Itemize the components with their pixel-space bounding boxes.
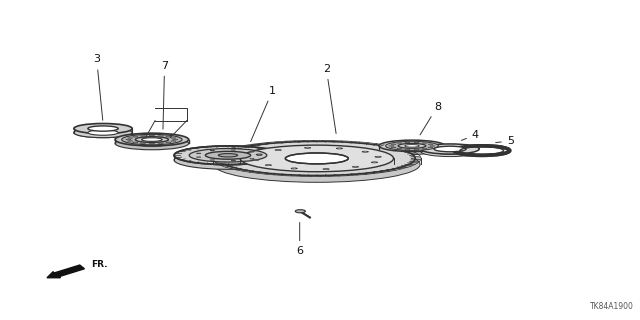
Text: 8: 8 xyxy=(420,101,441,135)
Ellipse shape xyxy=(231,149,236,150)
Text: 2: 2 xyxy=(323,64,336,133)
Ellipse shape xyxy=(88,126,118,131)
Ellipse shape xyxy=(231,160,236,161)
Ellipse shape xyxy=(434,149,466,154)
Text: 4: 4 xyxy=(461,130,479,140)
Ellipse shape xyxy=(140,135,145,136)
Ellipse shape xyxy=(414,142,419,143)
Ellipse shape xyxy=(166,136,171,137)
Ellipse shape xyxy=(430,145,435,146)
Ellipse shape xyxy=(405,142,410,143)
Ellipse shape xyxy=(126,139,131,140)
Ellipse shape xyxy=(305,147,310,148)
Ellipse shape xyxy=(454,146,509,156)
Ellipse shape xyxy=(362,151,369,152)
Ellipse shape xyxy=(132,136,138,137)
Ellipse shape xyxy=(135,137,168,142)
Text: 3: 3 xyxy=(93,54,103,120)
Ellipse shape xyxy=(397,148,402,149)
Ellipse shape xyxy=(428,144,433,145)
Ellipse shape xyxy=(250,158,254,159)
Ellipse shape xyxy=(421,147,479,156)
Ellipse shape xyxy=(391,144,396,145)
Ellipse shape xyxy=(174,151,282,169)
Ellipse shape xyxy=(210,150,214,151)
Ellipse shape xyxy=(404,145,419,147)
Ellipse shape xyxy=(132,142,138,143)
Ellipse shape xyxy=(371,162,378,163)
Text: 5: 5 xyxy=(496,136,514,146)
Ellipse shape xyxy=(250,151,254,152)
Text: FR.: FR. xyxy=(92,260,108,269)
Ellipse shape xyxy=(265,164,271,166)
Ellipse shape xyxy=(158,143,163,144)
Ellipse shape xyxy=(391,147,396,148)
Ellipse shape xyxy=(173,139,178,140)
Ellipse shape xyxy=(414,149,419,150)
Ellipse shape xyxy=(323,169,329,170)
Text: 6: 6 xyxy=(296,222,303,256)
Text: TK84A1900: TK84A1900 xyxy=(590,302,634,311)
Ellipse shape xyxy=(115,133,189,146)
Ellipse shape xyxy=(149,143,154,144)
Ellipse shape xyxy=(434,146,466,152)
Ellipse shape xyxy=(379,143,445,155)
Ellipse shape xyxy=(285,153,348,164)
Ellipse shape xyxy=(375,156,381,157)
Ellipse shape xyxy=(252,159,259,161)
Text: 1: 1 xyxy=(251,86,276,141)
Ellipse shape xyxy=(291,168,298,169)
Ellipse shape xyxy=(218,154,237,157)
Ellipse shape xyxy=(336,148,342,149)
Ellipse shape xyxy=(389,145,394,146)
Ellipse shape xyxy=(141,138,162,141)
Ellipse shape xyxy=(74,124,132,134)
Ellipse shape xyxy=(428,147,433,148)
Ellipse shape xyxy=(128,138,133,139)
Ellipse shape xyxy=(405,149,410,150)
Ellipse shape xyxy=(88,130,118,135)
Ellipse shape xyxy=(275,149,282,151)
Ellipse shape xyxy=(122,134,182,145)
Ellipse shape xyxy=(140,143,145,144)
Ellipse shape xyxy=(205,151,251,159)
Ellipse shape xyxy=(421,144,479,154)
Ellipse shape xyxy=(171,138,176,139)
Ellipse shape xyxy=(398,143,426,148)
Ellipse shape xyxy=(240,145,394,172)
Ellipse shape xyxy=(386,141,438,150)
Ellipse shape xyxy=(422,148,428,149)
Ellipse shape xyxy=(295,210,305,213)
Ellipse shape xyxy=(166,142,171,143)
Ellipse shape xyxy=(353,166,358,167)
Ellipse shape xyxy=(141,142,162,145)
Ellipse shape xyxy=(189,148,267,162)
FancyArrow shape xyxy=(47,265,84,278)
Ellipse shape xyxy=(218,141,415,175)
Ellipse shape xyxy=(214,147,420,182)
Ellipse shape xyxy=(158,135,163,136)
Ellipse shape xyxy=(256,154,262,155)
Ellipse shape xyxy=(257,155,262,156)
Ellipse shape xyxy=(149,135,154,136)
Ellipse shape xyxy=(174,146,282,164)
Ellipse shape xyxy=(135,140,168,146)
Ellipse shape xyxy=(115,137,189,150)
Ellipse shape xyxy=(379,140,445,152)
Ellipse shape xyxy=(74,128,132,138)
Text: 7: 7 xyxy=(161,61,168,129)
Ellipse shape xyxy=(196,153,201,154)
